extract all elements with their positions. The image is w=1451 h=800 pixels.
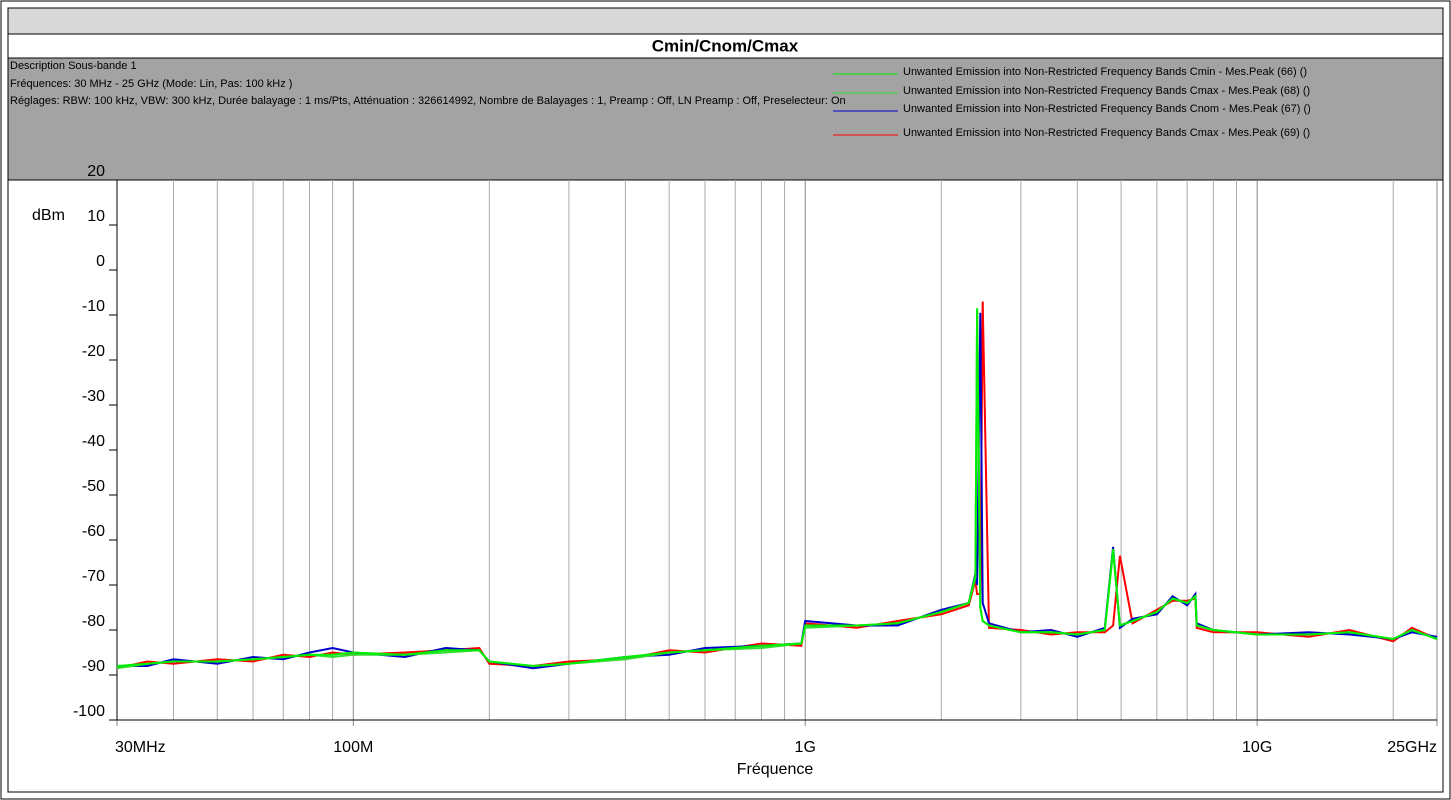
y-tick-label: -60 [82,523,105,540]
y-tick-label: -50 [82,478,105,495]
title-band [7,33,1444,59]
x-tick-label: 1G [795,739,816,756]
y-tick-label: -10 [82,298,105,315]
y-tick-label: 10 [87,208,105,225]
y-tick-label: -40 [82,433,105,450]
plot-panel [7,179,1444,793]
legend-label: Unwanted Emission into Non-Restricted Fr… [903,85,1310,97]
legend-label: Unwanted Emission into Non-Restricted Fr… [903,127,1310,139]
legend-label: Unwanted Emission into Non-Restricted Fr… [903,66,1307,78]
x-axis-label: Fréquence [737,761,814,778]
annotation: Fréquences: 30 MHz - 25 GHz (Mode: Lin, … [10,78,292,90]
y-axis-label: dBm [32,207,65,224]
x-tick-label: 30MHz [115,739,166,756]
y-tick-label: -20 [82,343,105,360]
x-tick-label: 25GHz [1387,739,1437,756]
annotation: Réglages: RBW: 100 kHz, VBW: 300 kHz, Du… [10,95,846,107]
x-tick-label: 100M [333,739,373,756]
y-tick-label: -90 [82,658,105,675]
x-tick-label: 10G [1242,739,1272,756]
toolbar [7,7,1444,35]
y-tick-label: -30 [82,388,105,405]
legend-label: Unwanted Emission into Non-Restricted Fr… [903,103,1311,115]
y-tick-label: -80 [82,613,105,630]
annotation: Description Sous-bande 1 [10,60,137,72]
y-tick-label: -100 [73,703,105,720]
info-panel [7,57,1444,181]
y-tick-label: -70 [82,568,105,585]
y-tick-label: 20 [87,163,105,180]
y-tick-label: 0 [96,253,105,270]
series-line [116,308,1438,668]
chart-title: Cmin/Cnom/Cmax [652,36,799,55]
